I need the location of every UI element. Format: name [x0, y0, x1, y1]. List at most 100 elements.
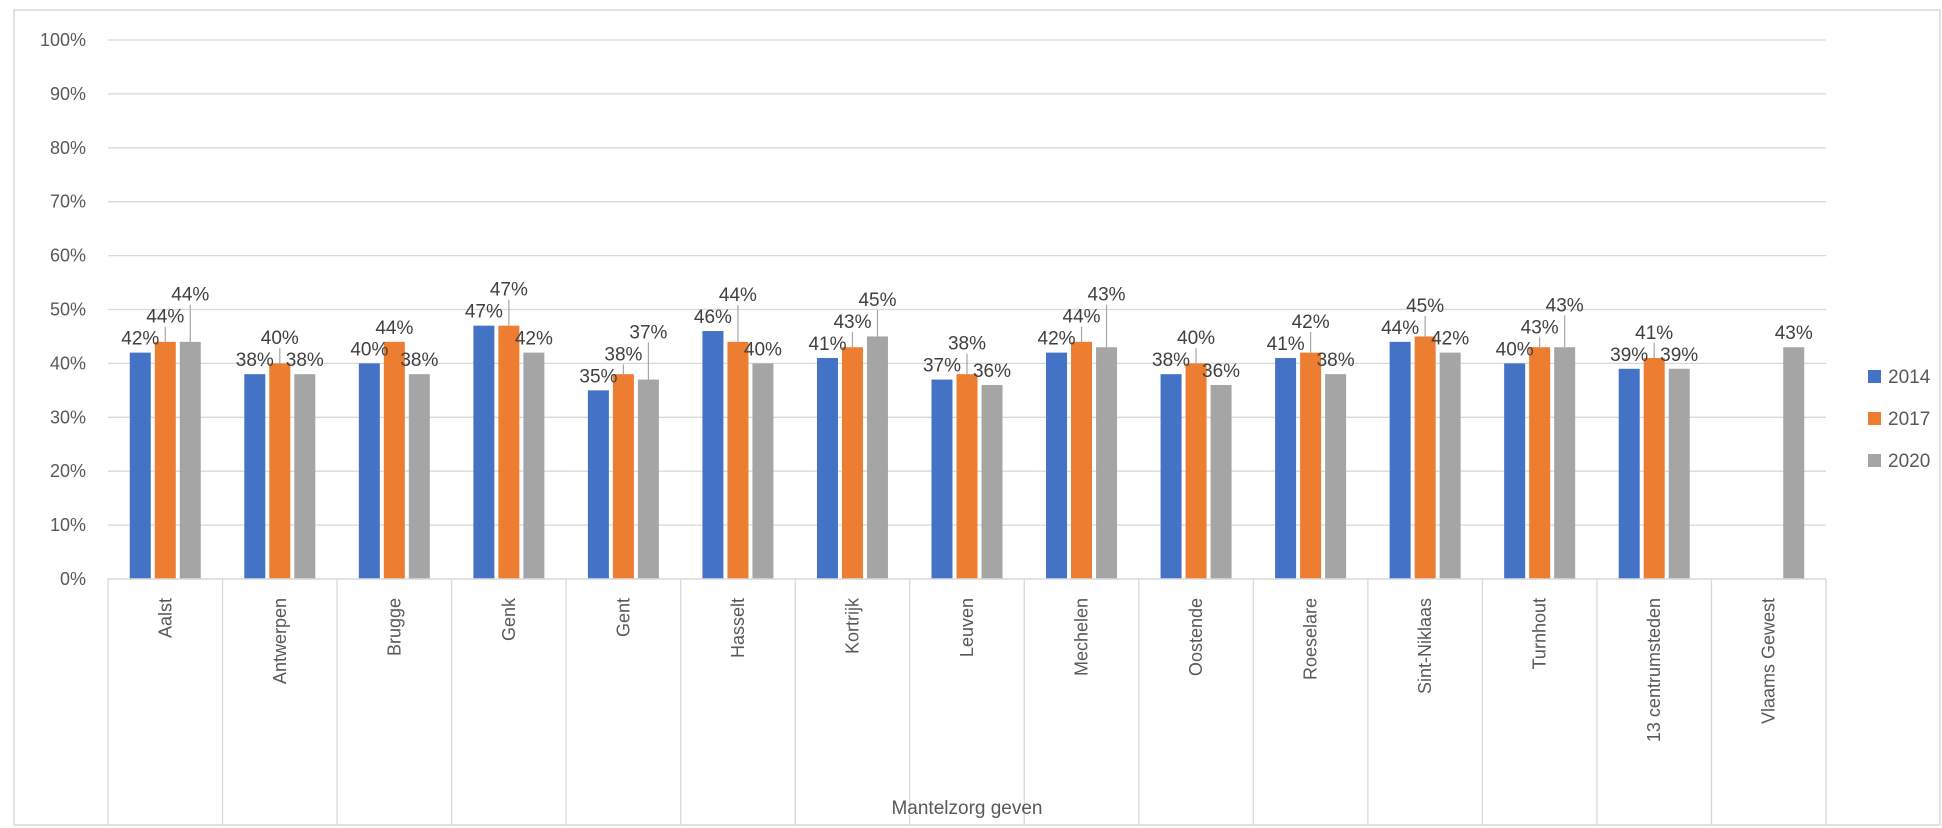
x-category-label: 13 centrumsteden — [1644, 598, 1664, 742]
data-label: 41% — [1267, 334, 1305, 355]
data-label: 41% — [1635, 323, 1673, 344]
bar-2017 — [841, 347, 863, 579]
y-tick-label: 100% — [40, 30, 86, 50]
x-axis-title: Mantelzorg geven — [891, 798, 1042, 819]
data-label: 42% — [1431, 329, 1469, 350]
data-label: 38% — [948, 334, 986, 355]
legend-swatch — [1868, 454, 1881, 467]
y-tick-label: 60% — [50, 246, 86, 266]
bar-2017 — [269, 363, 291, 579]
data-label: 44% — [1063, 307, 1101, 328]
x-category-label: Kortrijk — [842, 597, 862, 654]
data-label: 38% — [286, 350, 324, 371]
data-label: 44% — [719, 285, 757, 306]
data-label: 42% — [1038, 329, 1076, 350]
legend-label: 2017 — [1888, 409, 1930, 430]
bar-2014 — [244, 374, 266, 579]
data-label: 41% — [808, 334, 846, 355]
data-label: 40% — [1177, 328, 1215, 349]
bar-2014 — [816, 358, 838, 579]
data-label: 47% — [465, 302, 503, 323]
y-tick-label: 50% — [50, 300, 86, 320]
x-category-label: Hasselt — [728, 598, 748, 658]
bar-2014 — [702, 331, 724, 579]
y-tick-label: 0% — [60, 569, 86, 589]
bars — [129, 325, 1805, 579]
data-label: 47% — [490, 280, 528, 301]
x-category-label: Gent — [613, 598, 633, 637]
bar-2017 — [612, 374, 634, 579]
data-label: 43% — [1546, 295, 1584, 316]
bar-2017 — [1643, 358, 1665, 579]
x-category-label: Roeselare — [1301, 598, 1321, 680]
bar-2020 — [752, 363, 774, 579]
bar-2020 — [1096, 347, 1118, 579]
x-category-label: Vlaams Gewest — [1759, 598, 1779, 724]
bar-2014 — [587, 390, 609, 579]
data-label: 40% — [261, 328, 299, 349]
data-label: 45% — [858, 290, 896, 311]
bar-2020 — [1668, 368, 1690, 579]
bar-2020 — [866, 336, 888, 579]
y-tick-label: 90% — [50, 84, 86, 104]
data-label: 45% — [1406, 296, 1444, 317]
y-axis-tick-labels: 0% 10% 20% 30% 40% 50% 60% 70% 80% 90% 100% — [40, 30, 86, 589]
data-label: 38% — [236, 350, 274, 371]
y-tick-label: 10% — [50, 515, 86, 535]
legend-label: 2014 — [1888, 367, 1931, 388]
bar-2014 — [473, 325, 495, 579]
x-category-label: Sint-Niklaas — [1415, 598, 1435, 694]
data-label: 46% — [694, 307, 732, 328]
x-category-label: Oostende — [1186, 598, 1206, 676]
axes — [107, 578, 1827, 825]
data-label: 44% — [171, 285, 209, 306]
legend-swatch — [1868, 412, 1881, 425]
bar-2017 — [498, 325, 520, 579]
bar-2014 — [1275, 358, 1297, 579]
data-label-leader-lines — [164, 299, 1655, 380]
data-label: 43% — [833, 312, 871, 333]
bar-2017 — [1414, 336, 1436, 579]
data-label: 38% — [1152, 350, 1190, 371]
legend-swatch — [1868, 370, 1881, 383]
data-label: 38% — [400, 350, 438, 371]
bar-2017 — [383, 341, 405, 579]
data-label: 40% — [744, 339, 782, 360]
y-tick-label: 20% — [50, 461, 86, 481]
bar-2020 — [523, 352, 545, 579]
bar-2017 — [154, 341, 176, 579]
x-category-label: Antwerpen — [270, 598, 290, 684]
bar-2014 — [129, 352, 151, 579]
data-label: 37% — [629, 322, 667, 343]
x-category-label: Brugge — [384, 598, 404, 656]
y-tick-label: 40% — [50, 353, 86, 373]
legend: 2014 2017 2020 — [1868, 367, 1931, 472]
x-category-label: Aalst — [155, 598, 175, 638]
bar-2017 — [956, 374, 978, 579]
bar-2017 — [1529, 347, 1551, 579]
bar-2014 — [358, 363, 380, 579]
data-label: 37% — [923, 356, 961, 377]
legend-label: 2020 — [1888, 451, 1930, 472]
bar-2014 — [1504, 363, 1526, 579]
bar-2017 — [1185, 363, 1207, 579]
bar-2017 — [727, 341, 749, 579]
bar-2020 — [294, 374, 316, 579]
bar-2020 — [1210, 384, 1232, 579]
y-tick-label: 80% — [50, 138, 86, 158]
data-label: 42% — [515, 329, 553, 350]
data-labels: 42%44%44%38%40%38%40%44%38%47%47%42%35%3… — [121, 280, 1813, 388]
bar-2020 — [408, 374, 430, 579]
data-label: 38% — [604, 344, 642, 365]
data-label: 43% — [1521, 317, 1559, 338]
x-category-label: Genk — [499, 597, 519, 641]
bar-2020 — [1325, 374, 1347, 579]
data-label: 36% — [1202, 361, 1240, 382]
bar-2020 — [637, 379, 659, 579]
bar-2020 — [1554, 347, 1576, 579]
data-label: 35% — [579, 366, 617, 387]
bar-2017 — [1071, 341, 1093, 579]
bar-2017 — [1300, 352, 1322, 579]
